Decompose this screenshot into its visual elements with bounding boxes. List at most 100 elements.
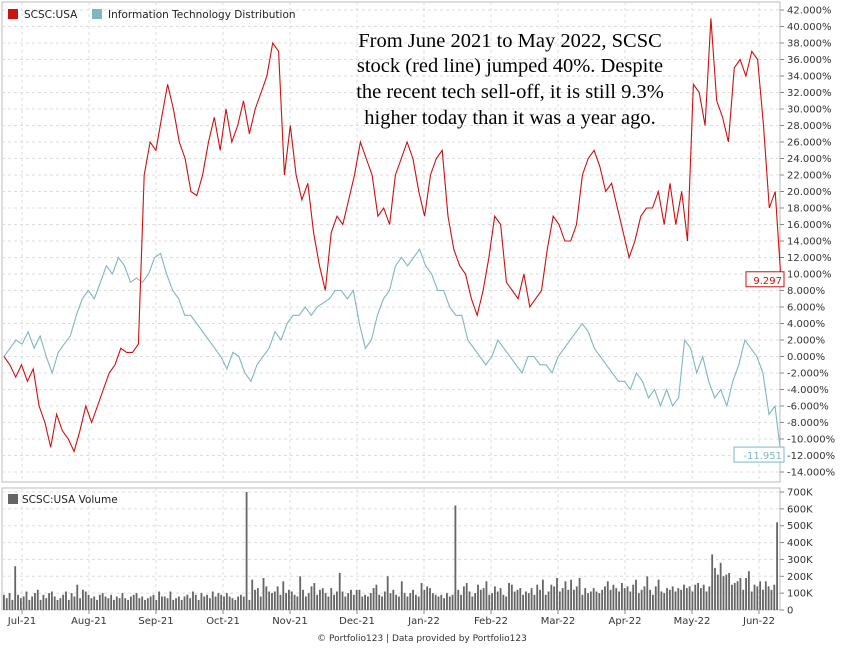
volume-tick-label: 600K (787, 504, 813, 515)
volume-bar (753, 584, 756, 610)
volume-bar (254, 589, 256, 610)
x-tick-label: Sep-21 (138, 616, 173, 627)
volume-bar (48, 593, 50, 610)
volume-bar (347, 593, 350, 610)
volume-bar (132, 594, 135, 610)
volume-bar (719, 562, 722, 610)
volume-bar (750, 591, 753, 610)
y-tick-label: 26.000% (787, 138, 832, 149)
volume-bar (570, 579, 573, 610)
volume-bar (259, 596, 262, 610)
volume-bar (290, 591, 293, 610)
volume-bar (589, 591, 592, 610)
end-label-box-scsc (745, 271, 785, 288)
volume-bar (417, 596, 420, 610)
volume-bar (220, 594, 223, 610)
volume-bar (90, 598, 93, 610)
y-tick-label: 2.000% (787, 336, 825, 347)
annotation-line-3: the recent tech sell-off, it is still 9.… (356, 81, 664, 103)
volume-bar (657, 579, 660, 610)
volume-bar (62, 594, 65, 610)
volume-bar (584, 588, 587, 610)
volume-bar (8, 593, 11, 610)
x-tick-label: Nov-21 (272, 616, 308, 627)
volume-bar (578, 578, 581, 610)
y-tick-label: 40.000% (787, 22, 832, 33)
volume-bar (163, 596, 166, 610)
volume-bar (79, 598, 82, 610)
volume-bar (482, 588, 485, 610)
volume-bar (172, 599, 175, 610)
volume-bar (307, 593, 310, 610)
y-tick-label: 42.000% (787, 6, 832, 17)
volume-bar (694, 584, 697, 610)
series-line-scsc (3, 18, 782, 453)
x-tick-label: Apr-22 (609, 616, 642, 627)
volume-bar (736, 581, 739, 610)
volume-bar (358, 589, 361, 610)
y-tick-label: 18.000% (787, 204, 832, 215)
volume-bar (474, 593, 477, 610)
volume-chart-panel: 0 100K 200K 300K 400K 500K 600K 700K Jul-21 Aug-2… (1, 487, 813, 627)
volume-bar (725, 574, 728, 610)
volume-bar (668, 589, 671, 610)
volume-bar (383, 591, 386, 610)
volume-bar (177, 596, 180, 610)
volume-tick-label: 500K (787, 521, 813, 532)
volume-bar (273, 591, 276, 610)
volume-bar (223, 596, 225, 610)
volume-bar (632, 584, 635, 610)
volume-bar (592, 588, 595, 610)
volume-bar (107, 598, 110, 610)
volume-bar (319, 589, 321, 610)
volume-bar (494, 586, 496, 610)
volume-bar (304, 596, 307, 610)
volume-bar (440, 594, 443, 610)
volume-bar (25, 591, 28, 610)
volume-bar (5, 598, 8, 610)
y-tick-label: -14.000% (787, 468, 835, 479)
volume-bar (135, 593, 138, 610)
volume-bar (189, 598, 192, 610)
volume-bar (451, 594, 454, 610)
volume-bar (208, 598, 211, 610)
volume-bar (488, 594, 491, 610)
volume-bar (728, 572, 731, 610)
volume-bar (36, 589, 39, 610)
volume-tick-label: 700K (787, 488, 813, 499)
legend-label-scsc: SCSC:USA (24, 9, 78, 21)
volume-bar (716, 574, 719, 610)
volume-bar (691, 591, 694, 610)
volume-bar (152, 594, 155, 610)
volume-bar (98, 594, 101, 610)
volume-bar (225, 593, 228, 610)
volume-bar (228, 596, 231, 610)
volume-bar (22, 596, 25, 610)
volume-bar (316, 594, 319, 610)
volume-bar (680, 589, 683, 610)
footer-credit: © Portfolio123 | Data provided by Portfo… (317, 634, 527, 644)
volume-bar (443, 598, 446, 610)
volume-bar (296, 596, 299, 610)
volume-bar (646, 576, 649, 610)
volume-bar (533, 594, 536, 610)
volume-bar (640, 589, 643, 610)
legend-swatch-scsc (8, 9, 18, 19)
volume-bar (344, 596, 347, 610)
volume-bar (115, 596, 118, 610)
volume-bar (618, 591, 620, 610)
volume-bar (96, 599, 98, 610)
volume-bar (508, 583, 510, 610)
volume-bar (288, 589, 290, 610)
volume-bar (711, 554, 714, 610)
volume-bar (34, 593, 36, 610)
volume-bar (378, 594, 381, 610)
volume-bar (491, 593, 493, 610)
volume-bar (747, 571, 750, 610)
volume-bar (409, 593, 412, 610)
y-tick-label: 20.000% (787, 187, 832, 198)
volume-bar (431, 593, 434, 610)
volume-bar (56, 599, 59, 610)
volume-bar (674, 591, 677, 610)
